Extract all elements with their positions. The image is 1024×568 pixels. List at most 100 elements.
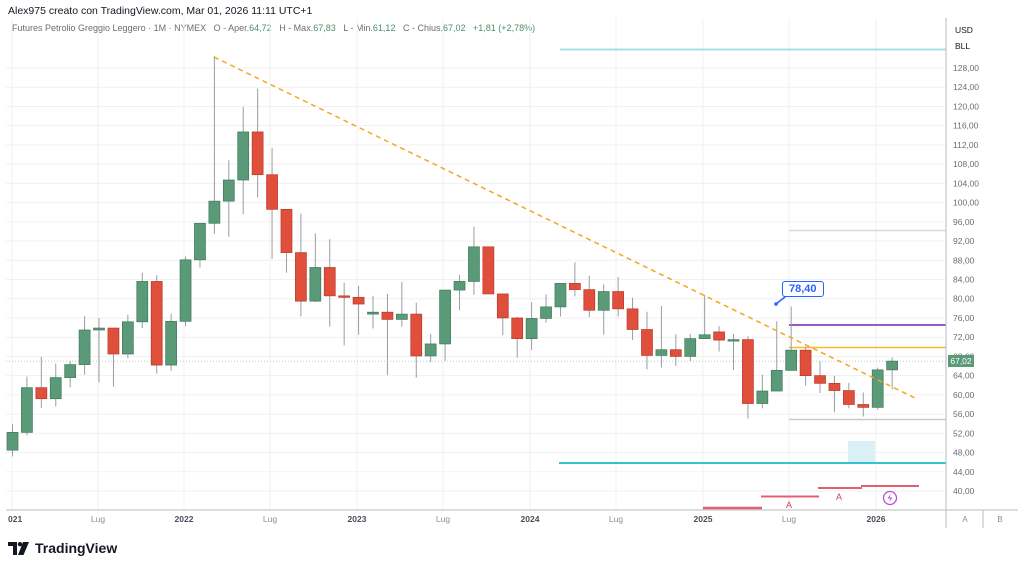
price-tick-label: 88,00 [953,255,975,265]
time-axis[interactable]: 021 Lug 2022 Lug 2023 Lug 2024 Lug 2025 Lug 2026 [8,514,886,524]
close-label: C - Chius. [402,23,443,33]
price-tick-label: 80,00 [953,294,975,304]
time-tick-label: 2026 [867,514,886,524]
candle [655,305,668,368]
currency-label: USD [955,25,973,35]
candle [352,285,365,335]
candle [266,147,278,259]
grid-lines [6,18,946,510]
price-tick-label: 108,00 [953,159,979,169]
price-tick-label: 52,00 [953,428,975,438]
candle [381,293,394,376]
change-value: +1,81 (+2,78%) [473,23,536,33]
candle [107,327,120,387]
time-tick-label: 2025 [694,514,713,524]
candle [468,226,480,295]
unit-label: BLL [955,41,971,51]
candle [843,382,855,409]
price-axis[interactable]: 128,00 124,00 120,00 116,00 112,00 108,00 104,… [953,63,979,496]
price-tick-label: 116,00 [953,121,979,131]
price-callout[interactable]: 78,40 [782,281,824,297]
last-price-tag: 67,02 [948,355,974,367]
time-tick-label: Lug [91,514,105,524]
candle [323,239,336,327]
candle [698,294,711,339]
time-tick-label: 2024 [521,514,540,524]
auto-scale-button[interactable]: A [962,515,968,524]
time-tick-label: Lug [609,514,623,524]
candle [641,311,653,370]
candle [237,106,250,215]
candle [439,289,451,361]
candle [554,283,567,317]
price-tick-label: 76,00 [953,313,975,323]
symbol-legend: Futures Petrolio Greggio Leggero · 1M · … [12,23,535,33]
candle [410,302,423,378]
time-tick-label: 2023 [348,514,367,524]
candle [309,233,322,303]
candle [814,361,826,393]
candle [165,313,177,371]
candle [251,88,264,198]
price-tick-label: 104,00 [953,178,979,188]
marker-label-a-2: A [836,492,842,502]
candle [208,55,221,234]
candle [6,424,19,457]
lightning-icon [887,493,893,503]
time-tick-label: Lug [263,514,277,524]
candle [35,356,48,408]
candle [21,376,33,436]
price-tick-label: 96,00 [953,217,975,227]
high-label: H - Max. [279,23,314,33]
candlestick-series [6,55,898,457]
price-tick-label: 128,00 [953,63,979,73]
marker-label-a-1: A [786,500,792,510]
candle [280,208,293,273]
open-label: O - Aper. [213,23,250,33]
candle [756,374,769,409]
candle [78,316,91,375]
candle [612,277,624,317]
candle [597,284,610,335]
logo-text: TradingView [35,540,118,556]
alert-markers: A A [703,485,919,510]
price-tick-label: 40,00 [953,486,975,496]
low-label: L - Min. [343,23,373,33]
candle [395,281,408,327]
price-tick-label: 124,00 [953,82,979,92]
candle [713,326,725,352]
candle [338,282,351,346]
candle [49,363,62,407]
candle [871,367,884,410]
price-tick-label: 64,00 [953,371,975,381]
low-value: 61,12 [372,23,396,33]
candle [511,317,524,358]
candle [886,357,898,390]
price-tick-label: 92,00 [953,236,975,246]
high-value: 67,83 [313,23,336,33]
candle [367,295,379,329]
price-tick-label: 112,00 [953,140,979,150]
time-tick-label: Lug [782,514,796,524]
candle [583,275,596,318]
candle [122,314,134,359]
candle [150,275,163,374]
candle [857,392,870,417]
earnings-icon[interactable] [882,490,898,506]
candle [295,213,307,317]
candle [540,294,552,323]
candle [482,246,495,295]
attribution-text: Alex975 creato con TradingView.com, Mar … [8,5,313,17]
candle [179,256,192,327]
tradingview-logo[interactable]: TradingView [8,540,117,556]
candle [194,222,206,268]
price-tick-label: 100,00 [953,198,979,208]
candle [626,297,639,341]
tradingview-logo-icon [8,541,29,555]
candle [525,302,538,351]
log-scale-button[interactable]: B [997,515,1003,524]
drawing-layer [6,48,946,464]
candle [222,160,235,237]
candle [136,272,149,329]
